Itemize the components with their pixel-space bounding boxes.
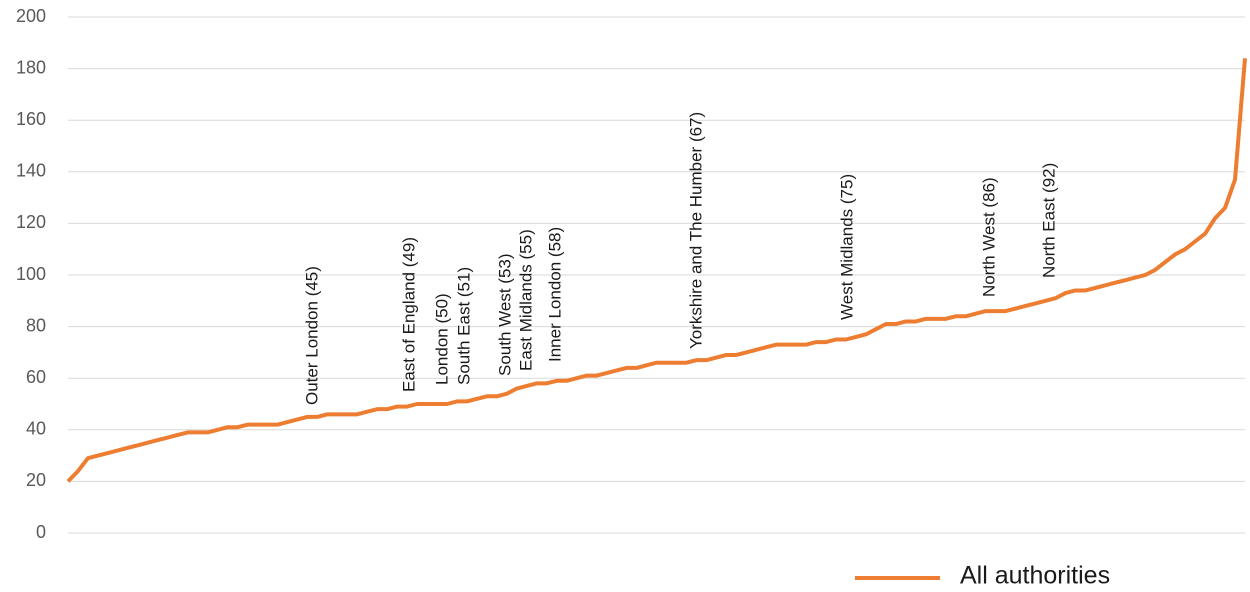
y-tick-label: 120 [16, 212, 46, 232]
annotation: South West (53) [495, 253, 514, 376]
annotation: West Midlands (75) [837, 174, 856, 320]
y-tick-label: 180 [16, 57, 46, 77]
annotation: Outer London (45) [302, 266, 321, 405]
annotation: South East (51) [454, 267, 473, 385]
annotation: London (50) [432, 293, 451, 385]
y-tick-label: 0 [36, 522, 46, 542]
y-tick-label: 100 [16, 264, 46, 284]
annotation: North East (92) [1039, 163, 1058, 278]
annotation: East Midlands (55) [516, 229, 535, 371]
annotation: North West (86) [979, 177, 998, 297]
y-tick-label: 20 [26, 470, 46, 490]
legend-label: All authorities [960, 562, 1110, 590]
annotation: Inner London (58) [545, 227, 564, 362]
y-tick-label: 160 [16, 109, 46, 129]
y-tick-label: 80 [26, 315, 46, 335]
y-tick-label: 200 [16, 6, 46, 26]
line [66, 58, 1247, 483]
annotation: Yorkshire and The Humber (67) [686, 112, 705, 349]
y-tick-label: 60 [26, 367, 46, 387]
y-tick-label: 40 [26, 419, 46, 439]
y-tick-label: 140 [16, 161, 46, 181]
annotation: East of England (49) [399, 237, 418, 392]
